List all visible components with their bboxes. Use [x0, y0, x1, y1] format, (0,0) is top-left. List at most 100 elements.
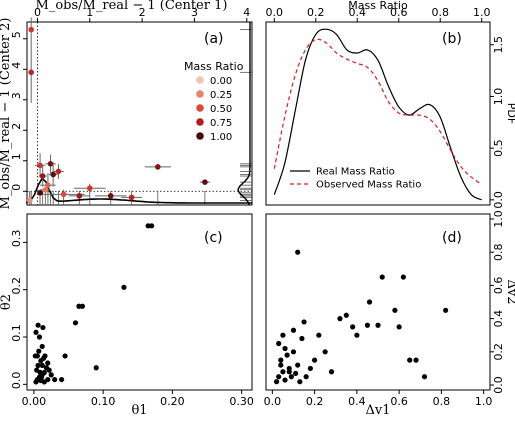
- panel-a-ylabel: M_obs/M_real − 1 (Center 2): [0, 18, 13, 210]
- panel-a-legend-swatch: [196, 90, 204, 98]
- panel-c-point: [35, 322, 41, 328]
- panel-c-point: [34, 353, 40, 359]
- panel-c-y-tick-label: 0.0: [10, 372, 23, 390]
- panel-d-point: [282, 345, 288, 352]
- panel-a-point: [37, 162, 43, 169]
- panel-a-legend-swatch: [196, 118, 204, 126]
- panel-d-point: [290, 327, 297, 333]
- panel-b-series-1: [273, 28, 482, 201]
- panel-b-legend-label: Observed Mass Ratio: [316, 180, 421, 191]
- panel-a-legend-label: 0.25: [210, 90, 232, 101]
- panel-c-point: [39, 362, 45, 368]
- panel-a-x-tick-label: 3: [191, 6, 198, 19]
- panel-a-legend-label: 1.00: [210, 132, 232, 143]
- panel-a-x-tick-label: 0: [34, 6, 41, 19]
- panel-b-frame: [265, 21, 491, 206]
- panel-d: 0.0 0.2 0.4 0.6 0.8 1.00.00.20.40.60.81.0Δv1Δ…: [264, 210, 515, 418]
- panel-d-point: [366, 299, 373, 305]
- panel-d-y-tick-label: 0.0: [492, 376, 505, 394]
- panel-c-y-tick-label: 0.3: [10, 230, 23, 248]
- panel-a-x-tick-label: 4: [243, 6, 250, 19]
- panel-d-point: [350, 324, 356, 330]
- panel-c-x-tick-label: 0.20: [160, 395, 185, 408]
- panel-a-point: [39, 173, 46, 179]
- panel-a-y-tick-label: 4: [10, 62, 23, 69]
- panel-c-point: [37, 369, 43, 376]
- panel-a-point: [155, 164, 161, 170]
- panel-c-point: [36, 348, 42, 354]
- panel-c-point: [149, 223, 155, 229]
- panel-d-point: [379, 274, 385, 280]
- panel-a-point: [50, 171, 56, 178]
- panel-d-point: [343, 312, 349, 318]
- panel-a-frame: [26, 21, 253, 206]
- panel-c-point: [36, 334, 43, 340]
- panel-b-xlabel: Mass Ratio: [348, 0, 408, 12]
- panel-b: 0.0 0.2 0.4 0.6 0.8 1.0 0.0 0.5 1.0 1.5 Mass Ratio…: [265, 0, 515, 209]
- panel-c-ylabel: θ2: [0, 294, 14, 310]
- panel-d-point: [284, 352, 290, 358]
- panel-d-point: [337, 316, 343, 322]
- panel-a-point: [202, 179, 208, 185]
- panel-a-legend-label: 0.50: [210, 104, 232, 115]
- panel-b-y-tick-label: 0.5: [492, 139, 505, 157]
- panel-d-point: [278, 362, 284, 368]
- panel-c-tag: (c): [204, 230, 223, 246]
- panel-c-point: [79, 303, 85, 309]
- panel-b-y-tick-label: 1.0: [492, 88, 505, 106]
- panel-d-y-tick-label: 1.0: [492, 210, 505, 228]
- panel-b-series-2: [273, 38, 483, 185]
- panel-d-x-tick-label: 1.0: [475, 395, 493, 408]
- panel-a-point: [42, 186, 49, 193]
- panel-b-x-tick-label: 0.6: [390, 6, 408, 19]
- panel-d-point: [396, 324, 402, 330]
- panel-a-point: [76, 193, 83, 199]
- panel-c-point: [33, 329, 39, 335]
- panel-d-x-tick-label: 0.4: [348, 395, 366, 408]
- panel-a-density-x: [26, 177, 252, 204]
- panel-d-point: [303, 374, 309, 380]
- panel-c-point: [46, 367, 52, 373]
- panel-a: 0 1 2 3 4 0 1 2 3 4 5 M_obs/M_real − 1 (Center 1) M_…: [0, 0, 253, 210]
- panel-a-point: [55, 168, 62, 175]
- panel-a-xlabel: M_obs/M_real − 1 (Center 1): [36, 0, 228, 13]
- panel-c-y-tick-label: 0.2: [10, 277, 23, 295]
- panel-d-point: [312, 357, 318, 363]
- panel-c-point: [72, 320, 79, 326]
- panel-a-point: [60, 191, 67, 198]
- panel-a-legend-label: 0.75: [210, 118, 232, 129]
- panel-a-x-tick-label: 2: [139, 6, 146, 19]
- panel-a-point: [128, 194, 135, 201]
- panel-b-legend-label: Real Mass Ratio: [316, 167, 395, 178]
- panel-b-ylabel: PDF: [505, 103, 515, 124]
- panel-a-point: [26, 197, 33, 204]
- panel-d-point: [295, 362, 301, 368]
- panel-d-y-tick-label: 0.4: [492, 310, 505, 328]
- panel-c: 0.00 0.10 0.20 0.30 0.0 0.1 0.2 0.3 θ1 θ2 (c): [0, 213, 254, 418]
- panel-d-point: [301, 319, 307, 325]
- panel-d-point: [297, 379, 303, 385]
- panel-a-legend-swatch: [196, 132, 204, 140]
- panel-d-point: [280, 332, 286, 338]
- panel-d-point: [292, 370, 299, 376]
- panel-c-frame: [26, 213, 253, 391]
- panel-c-x-tick-label: 0.30: [229, 395, 254, 408]
- panel-a-point: [86, 185, 93, 192]
- panel-c-y-tick-label: 0.1: [10, 324, 23, 342]
- panel-c-point: [45, 360, 51, 366]
- panel-d-point: [364, 322, 371, 328]
- panel-c-point: [48, 372, 54, 378]
- panel-a-point: [107, 193, 114, 199]
- panel-d-point: [392, 307, 398, 313]
- panel-c-point: [52, 376, 58, 383]
- panel-d-x-tick-label: 0.2: [306, 395, 324, 408]
- panel-d-point: [413, 357, 419, 363]
- panel-a-y-tick-label: 5: [10, 31, 23, 38]
- panel-a-point: [28, 69, 34, 76]
- panel-d-point: [407, 357, 413, 363]
- panel-a-tag: (a): [204, 31, 224, 47]
- panel-d-point: [286, 369, 292, 375]
- panel-a-y-tick-label: 2: [10, 123, 23, 130]
- panel-d-point: [299, 335, 305, 342]
- panel-d-point: [354, 332, 360, 338]
